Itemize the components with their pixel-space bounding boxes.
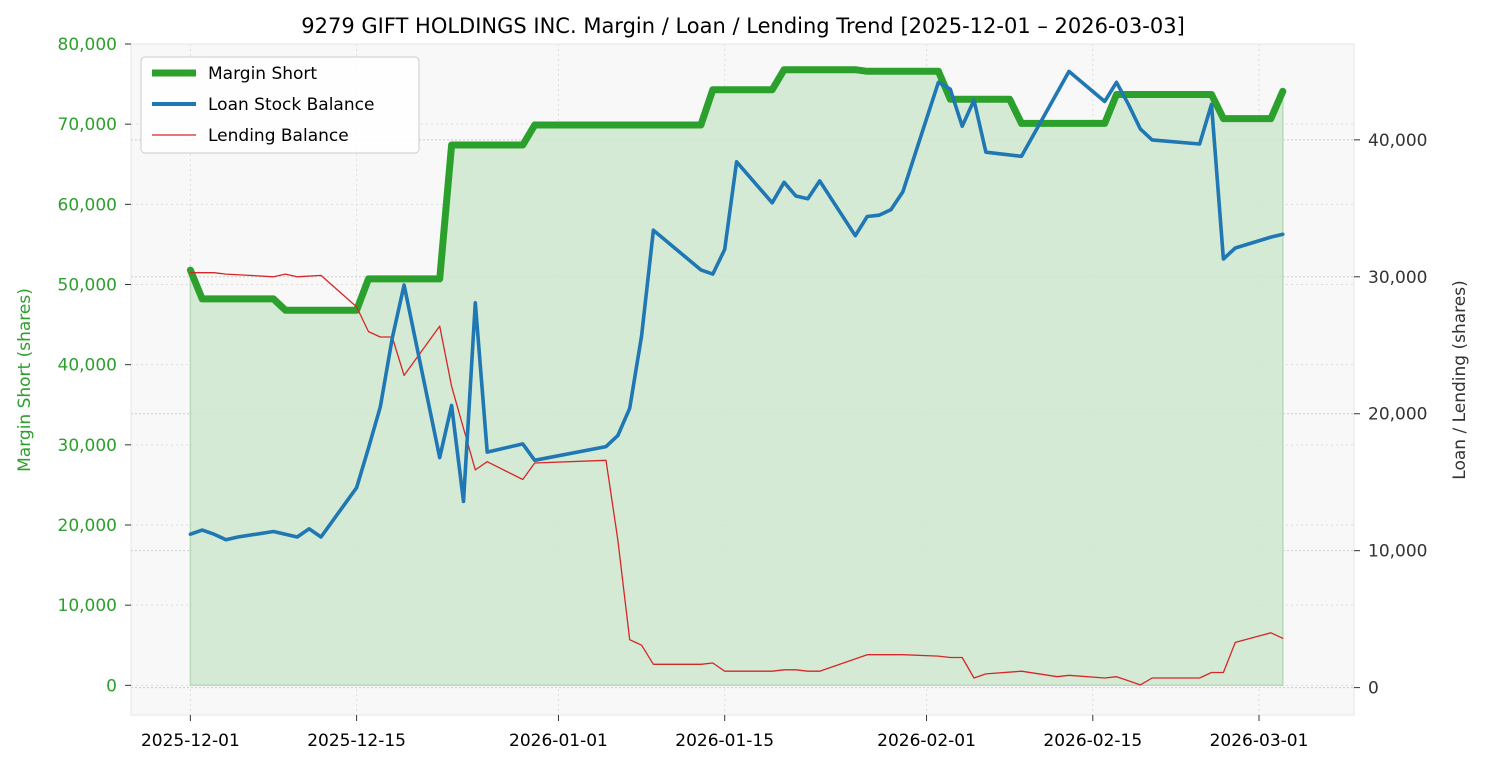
tick-label-right-2: 20,000 bbox=[1368, 405, 1427, 425]
tick-label-right-1: 10,000 bbox=[1368, 542, 1427, 562]
tick-label-left-2: 20,000 bbox=[58, 516, 117, 536]
series-lines bbox=[186, 66, 1287, 686]
tick-label-x-6: 2026-03-01 bbox=[1210, 731, 1309, 751]
left-axis: 0 10,000 20,000 30,000 40,000 50,000 60,000 70,… bbox=[58, 35, 131, 696]
margin-short-line bbox=[186, 66, 1287, 314]
tick-label-x-4: 2026-02-01 bbox=[877, 731, 976, 751]
tick-label-left-6: 60,000 bbox=[58, 195, 117, 215]
tick-label-left-7: 70,000 bbox=[58, 115, 117, 135]
tick-label-x-0: 2025-12-01 bbox=[141, 731, 240, 751]
tick-label-left-1: 10,000 bbox=[58, 596, 117, 616]
plot-frame bbox=[130, 43, 1355, 716]
tick-label-left-8: 80,000 bbox=[58, 35, 117, 55]
tick-label-right-4: 40,000 bbox=[1368, 131, 1427, 151]
loan-stock-balance-line bbox=[188, 69, 1285, 542]
tick-label-x-3: 2026-01-15 bbox=[675, 731, 774, 751]
y-axis-label-right: Loan / Lending (shares) bbox=[1450, 280, 1470, 479]
tick-label-right-3: 30,000 bbox=[1368, 268, 1427, 288]
chart-title: 9279 GIFT HOLDINGS INC. Margin / Loan / … bbox=[301, 14, 1185, 38]
tick-label-left-5: 50,000 bbox=[58, 276, 117, 296]
tick-label-right-0: 0 bbox=[1368, 679, 1379, 699]
tick-label-x-5: 2026-02-15 bbox=[1043, 731, 1142, 751]
tick-label-left-3: 30,000 bbox=[58, 436, 117, 456]
x-axis: 2025-12-01 2025-12-15 2026-01-01 2026-01-15… bbox=[141, 715, 1308, 751]
y-axis-label-left: Margin Short (shares) bbox=[15, 288, 35, 472]
tick-label-x-1: 2025-12-15 bbox=[307, 731, 406, 751]
right-axis: 0 10,000 20,000 30,000 40,000 bbox=[1354, 131, 1427, 699]
lending-balance-line bbox=[189, 272, 1284, 686]
legend-label-lending: Lending Balance bbox=[208, 126, 349, 146]
tick-label-x-2: 2026-01-01 bbox=[509, 731, 608, 751]
tick-label-left-4: 40,000 bbox=[58, 356, 117, 376]
tick-label-left-0: 0 bbox=[106, 676, 117, 696]
legend-box bbox=[140, 56, 420, 154]
legend-label-margin: Margin Short bbox=[208, 64, 317, 84]
legend: Margin Short Loan Stock Balance Lending … bbox=[140, 56, 420, 154]
legend-label-loan: Loan Stock Balance bbox=[208, 95, 374, 115]
